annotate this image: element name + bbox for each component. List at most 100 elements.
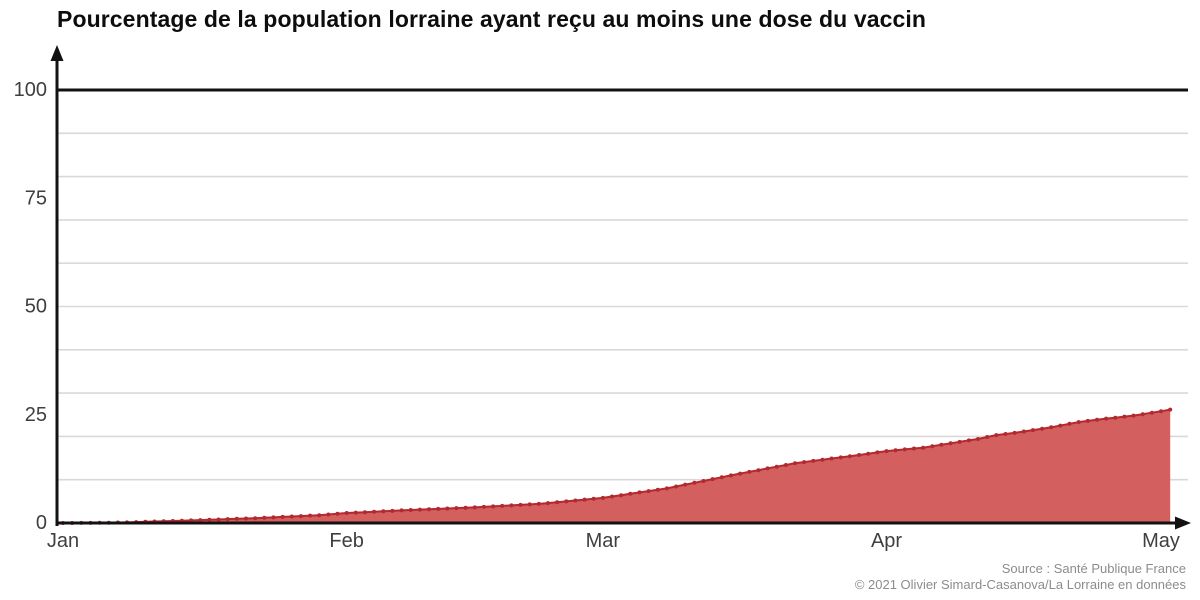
data-point-marker <box>710 477 715 482</box>
data-point-marker <box>1021 429 1026 434</box>
data-point-marker <box>353 510 358 515</box>
copyright-text: © 2021 Olivier Simard-Casanova/La Lorrai… <box>854 576 1186 592</box>
data-point-marker <box>481 504 486 509</box>
data-point-marker <box>939 442 944 447</box>
data-point-marker <box>637 490 642 495</box>
data-point-marker <box>472 505 477 510</box>
data-point-marker <box>399 508 404 513</box>
data-point-marker <box>793 461 797 466</box>
data-point-marker <box>564 499 569 504</box>
data-point-marker <box>445 506 450 511</box>
data-point-marker <box>1085 418 1090 423</box>
data-point-marker <box>518 502 523 507</box>
data-point-marker <box>491 504 496 509</box>
data-point-marker <box>427 507 431 512</box>
data-point-marker <box>463 505 468 510</box>
data-point-marker <box>719 475 724 480</box>
data-point-marker <box>362 510 367 515</box>
data-point-marker <box>381 509 386 514</box>
data-point-marker <box>875 450 880 455</box>
data-point-marker <box>756 468 761 473</box>
data-point-marker <box>857 453 862 457</box>
data-point-marker <box>1058 423 1063 428</box>
data-point-marker <box>820 457 825 462</box>
x-axis-arrow-icon <box>1175 516 1191 530</box>
data-point-marker <box>884 449 889 454</box>
chart-title: Pourcentage de la population lorraine ay… <box>57 6 927 32</box>
data-point-marker <box>390 508 395 513</box>
chart-footer: Source : Santé Publique France © 2021 Ol… <box>855 561 1186 592</box>
data-point-marker <box>619 493 624 498</box>
data-point-marker <box>573 498 578 503</box>
data-point-marker <box>1168 407 1173 412</box>
data-point-marker <box>765 466 770 471</box>
data-point-marker <box>1140 412 1145 417</box>
data-point-marker <box>417 507 422 512</box>
data-point-marker <box>271 515 276 520</box>
data-point-marker <box>976 437 980 441</box>
data-point-marker <box>802 460 807 465</box>
data-point-marker <box>655 487 660 492</box>
data-point-marker <box>372 509 377 514</box>
data-point-marker <box>262 515 267 520</box>
data-point-marker <box>692 480 697 485</box>
data-point-marker <box>1149 410 1154 415</box>
data-point-marker <box>234 516 239 521</box>
data-point-marker <box>646 489 651 494</box>
data-point-marker <box>994 433 999 438</box>
data-point-marker <box>1076 420 1081 425</box>
data-point-marker <box>674 484 679 489</box>
data-point-marker <box>335 511 340 516</box>
data-point-marker <box>308 513 313 518</box>
data-point-marker <box>912 446 916 451</box>
data-point-marker <box>966 438 971 443</box>
x-tick-label: Apr <box>871 530 902 552</box>
data-point-marker <box>1067 421 1072 426</box>
data-point-marker <box>1012 430 1017 435</box>
data-point-marker <box>253 516 258 521</box>
data-point-marker <box>216 517 221 522</box>
data-point-marker <box>189 518 194 523</box>
data-point-marker <box>829 456 834 461</box>
data-point-marker <box>610 494 614 499</box>
data-point-marker <box>326 512 331 517</box>
data-point-marker <box>1131 413 1136 418</box>
data-point-marker <box>902 447 907 452</box>
data-point-marker <box>591 496 596 501</box>
data-point-marker <box>454 506 459 511</box>
data-point-marker <box>244 516 248 521</box>
data-point-marker <box>811 458 816 463</box>
y-tick-label: 100 <box>14 79 47 101</box>
data-point-marker <box>500 503 505 508</box>
data-point-marker <box>546 501 550 506</box>
y-tick-label: 50 <box>25 296 47 318</box>
data-point-marker <box>1049 425 1054 430</box>
data-point-marker <box>783 463 788 467</box>
data-point-marker <box>1040 426 1045 431</box>
x-tick-label: May <box>1142 530 1180 552</box>
data-point-marker <box>408 508 413 512</box>
y-axis-arrow-icon <box>50 45 64 61</box>
data-point-marker <box>555 500 560 505</box>
data-point-marker <box>436 506 441 511</box>
data-point-marker <box>280 514 285 519</box>
data-point-marker <box>683 482 688 487</box>
data-point-marker <box>344 511 349 515</box>
data-point-marker <box>317 513 322 518</box>
data-point-marker <box>536 501 541 506</box>
data-point-marker <box>1104 416 1109 421</box>
data-point-marker <box>198 518 203 523</box>
data-point-marker <box>930 444 935 449</box>
y-tick-label: 75 <box>25 187 47 209</box>
data-point-marker <box>893 448 898 453</box>
data-point-marker <box>1030 428 1035 433</box>
data-point-marker <box>957 439 962 444</box>
data-point-marker <box>298 514 303 519</box>
data-point-marker <box>225 517 230 522</box>
data-point-marker <box>985 435 990 439</box>
data-point-marker <box>1095 417 1099 422</box>
data-point-marker <box>866 451 871 456</box>
data-point-marker <box>1113 415 1118 420</box>
